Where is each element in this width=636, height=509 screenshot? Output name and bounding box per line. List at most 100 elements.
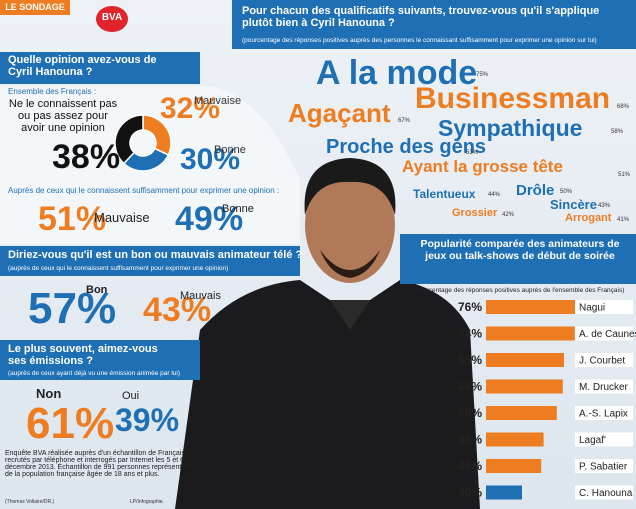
qualifier-pct: 53% xyxy=(466,150,479,156)
bar-value: 48% xyxy=(458,433,482,447)
qualifier-word: Arrogant xyxy=(565,212,612,224)
bar-label-box xyxy=(575,406,633,420)
question-band xyxy=(0,340,200,380)
donut-label: Ne le connaissent pas ou pas assez pour … xyxy=(8,98,118,134)
bar-label: C. Hanouna xyxy=(579,488,633,499)
bar-label-box xyxy=(575,300,633,314)
qualifier-word: Ayant la grosse tête xyxy=(402,157,563,176)
question-band xyxy=(232,0,636,49)
stat-value: 39% xyxy=(115,402,180,438)
qualifier-pct: 51% xyxy=(618,172,631,178)
qualifier-pct: 67% xyxy=(398,118,411,124)
chart-title: Popularité comparée des animateurs de je… xyxy=(420,238,620,262)
person-shirt xyxy=(330,300,370,330)
bar-label: M. Drucker xyxy=(579,382,629,393)
qualifier-word: Talentueux xyxy=(413,187,476,201)
donut-value: 32% xyxy=(160,92,221,125)
bar-label: J. Courbet xyxy=(579,356,625,367)
qualifier-pct: 41% xyxy=(617,217,630,223)
bar xyxy=(486,379,563,394)
bar-label-box xyxy=(575,459,633,473)
qualifier-word: Proche des gens xyxy=(326,136,487,158)
informed-note: Auprès de ceux qui le connaissent suffis… xyxy=(8,186,280,195)
chart-title-band xyxy=(400,234,636,284)
donut-value: 38% xyxy=(52,138,121,176)
stat-value: 61% xyxy=(26,399,115,448)
stat-value: 51% xyxy=(38,200,107,238)
person-head xyxy=(305,167,395,283)
bar xyxy=(486,353,564,367)
person-hair xyxy=(304,158,396,215)
opinion-subtitle: Ensemble des Français : xyxy=(8,87,97,96)
person-body xyxy=(175,280,480,509)
bar xyxy=(486,432,544,447)
donut-label: Bonne xyxy=(214,144,246,156)
bar-label: P. Sabatier xyxy=(579,462,628,473)
question-band xyxy=(0,246,300,276)
bar-value: 74% xyxy=(458,327,482,341)
qualifier-pct: 44% xyxy=(488,192,501,198)
qualifier-pct: 58% xyxy=(611,129,624,135)
bar xyxy=(486,300,578,314)
bar-label-box xyxy=(575,379,633,394)
stat-label: Bonne xyxy=(222,203,254,215)
stat-label: Non xyxy=(36,386,62,401)
logo-badge xyxy=(96,6,128,32)
qualifier-pct: 75% xyxy=(476,72,489,78)
host-question: Diriez-vous qu'il est un bon ou mauvais … xyxy=(8,249,303,261)
bar xyxy=(486,459,542,473)
stat-label: Oui xyxy=(122,390,140,402)
bar-label: Lagaf' xyxy=(579,435,606,446)
host-note: (auprès de ceux qui le connaissent suffi… xyxy=(8,265,229,272)
bar-value: 64% xyxy=(458,380,482,394)
bar xyxy=(486,326,575,341)
bar-value: 46% xyxy=(458,459,482,473)
bar xyxy=(486,406,557,420)
stat-label: Mauvaise xyxy=(94,210,150,225)
shows-note: (auprès de ceux ayant déjà vu une émissi… xyxy=(8,370,180,377)
qualifier-pct: 42% xyxy=(502,212,515,218)
bar-label: A. de Caunes xyxy=(579,329,636,340)
bar xyxy=(486,485,522,500)
credit: LP/Infographie. xyxy=(130,499,164,505)
donut-label: Mauvaise xyxy=(194,95,242,107)
bar-value: 76% xyxy=(458,300,482,314)
stat-value: 43% xyxy=(143,291,212,329)
chart-subtitle: (pourcentage des réponses positives aupr… xyxy=(413,287,625,294)
photo-credit: (Thomas Vollaire/DR.) xyxy=(5,499,55,505)
stat-value: 57% xyxy=(28,284,117,333)
qualifier-word: Drôle xyxy=(516,182,555,199)
question-band xyxy=(0,52,200,84)
donut-value: 30% xyxy=(180,143,241,176)
bar-label: A.-S. Lapix xyxy=(579,409,628,420)
bar-value: 59% xyxy=(458,406,482,420)
qualifier-word: Businessman xyxy=(415,82,611,115)
qualifiers-question: Pour chacun des qualificatifs suivants, … xyxy=(242,5,600,29)
shows-question: Le plus souvent, aimez-vous ses émission… xyxy=(8,343,158,367)
donut-slice xyxy=(114,114,144,165)
stat-value: 49% xyxy=(175,200,244,238)
bar-label-box xyxy=(575,432,633,447)
bar-label-box xyxy=(575,485,633,500)
qualifier-pct: 68% xyxy=(617,104,630,110)
bar-value: 65% xyxy=(458,353,482,367)
qualifier-word: Sincère xyxy=(550,197,597,212)
qualifier-pct: 43% xyxy=(598,203,611,209)
person-beard xyxy=(320,250,380,278)
logo: BVA xyxy=(101,12,123,23)
stat-label: Bon xyxy=(86,284,108,296)
section-tag: LE SONDAGE xyxy=(0,0,70,15)
methodology: Enquête BVA réalisée auprès d'un échanti… xyxy=(5,450,191,478)
bar-label-box xyxy=(575,353,633,367)
qualifier-word: Grossier xyxy=(452,207,498,219)
qualifier-word: A la mode xyxy=(316,54,478,92)
bar-value: 30% xyxy=(458,486,482,500)
opinion-question: Quelle opinion avez-vous de Cyril Hanoun… xyxy=(8,54,157,78)
qualifier-pct: 50% xyxy=(560,189,573,195)
stat-label: Mauvais xyxy=(180,290,221,302)
qualifier-word: Sympathique xyxy=(438,115,583,141)
bar-label: Nagui xyxy=(579,303,605,314)
qualifiers-note: (pourcentage des réponses positives aupr… xyxy=(242,37,597,44)
